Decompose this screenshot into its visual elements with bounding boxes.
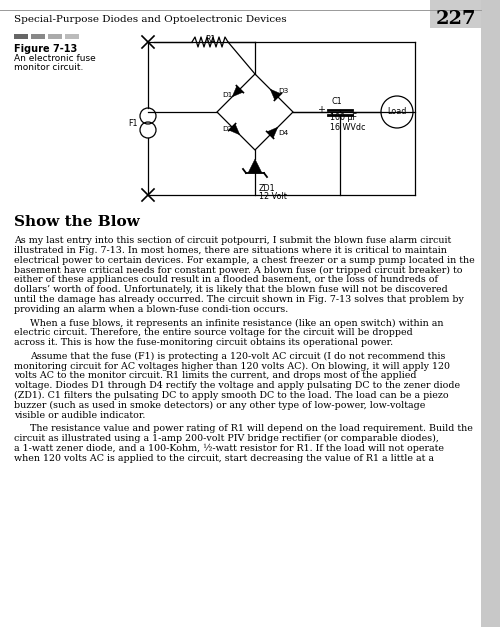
Text: When a fuse blows, it represents an infinite resistance (like an open switch) wi: When a fuse blows, it represents an infi… [30, 319, 444, 327]
Bar [65, 34, 79, 39]
Text: Special-Purpose Diodes and Optoelectronic Devices: Special-Purpose Diodes and Optoelectroni… [14, 14, 286, 23]
Text: C1: C1 [331, 98, 342, 107]
Text: when 120 volts AC is applied to the circuit, start decreasing the value of R1 a : when 120 volts AC is applied to the circ… [14, 454, 434, 463]
Text: basement have critical needs for constant power. A blown fuse (or tripped circui: basement have critical needs for constan… [14, 265, 462, 275]
Polygon shape [248, 159, 262, 173]
Text: D1: D1 [222, 92, 232, 98]
Bar [481, 0, 500, 627]
Text: Show the Blow: Show the Blow [14, 215, 140, 229]
Text: D4: D4 [278, 130, 288, 136]
Text: 16 WVdc: 16 WVdc [330, 122, 366, 132]
Text: R1: R1 [205, 35, 215, 44]
Bar [14, 34, 28, 39]
Text: Load: Load [388, 107, 406, 117]
Text: visible or audible indicator.: visible or audible indicator. [14, 411, 145, 419]
Text: electric circuit. Therefore, the entire source voltage for the circuit will be d: electric circuit. Therefore, the entire … [14, 328, 413, 337]
Polygon shape [267, 127, 278, 138]
Bar [430, 0, 481, 28]
Text: F1: F1 [128, 119, 138, 127]
Text: As my last entry into this section of circuit potpourri, I submit the blown fuse: As my last entry into this section of ci… [14, 236, 451, 245]
Bar [48, 34, 62, 39]
Text: illustrated in Fig. 7-13. In most homes, there are situations where it is critic: illustrated in Fig. 7-13. In most homes,… [14, 246, 447, 255]
Text: across it. This is how the fuse-monitoring circuit obtains its operational power: across it. This is how the fuse-monitori… [14, 338, 393, 347]
Text: monitoring circuit for AC voltages higher than 120 volts AC). On blowing, it wil: monitoring circuit for AC voltages highe… [14, 362, 450, 371]
Text: volts AC to the monitor circuit. R1 limits the current, and drops most of the ap: volts AC to the monitor circuit. R1 limi… [14, 371, 416, 381]
Text: D3: D3 [278, 88, 288, 94]
Text: 227: 227 [436, 10, 476, 28]
Text: An electronic fuse: An electronic fuse [14, 54, 96, 63]
Text: Assume that the fuse (F1) is protecting a 120-volt AC circuit (I do not recommen: Assume that the fuse (F1) is protecting … [30, 352, 446, 361]
Text: dollars’ worth of food. Unfortunately, it is likely that the blown fuse will not: dollars’ worth of food. Unfortunately, i… [14, 285, 448, 294]
Text: buzzer (such as used in smoke detectors) or any other type of low-power, low-vol: buzzer (such as used in smoke detectors)… [14, 401, 426, 410]
Text: +: + [318, 105, 326, 115]
Text: (ZD1). C1 filters the pulsating DC to apply smooth DC to the load. The load can : (ZD1). C1 filters the pulsating DC to ap… [14, 391, 448, 400]
Text: ZD1: ZD1 [259, 184, 276, 193]
Polygon shape [270, 89, 281, 100]
Text: 100 μF: 100 μF [330, 113, 357, 122]
Text: voltage. Diodes D1 through D4 rectify the voltage and apply pulsating DC to the : voltage. Diodes D1 through D4 rectify th… [14, 381, 460, 390]
Text: monitor circuit.: monitor circuit. [14, 63, 84, 72]
Text: a 1-watt zener diode, and a 100-Kohm, ½-watt resistor for R1. If the load will n: a 1-watt zener diode, and a 100-Kohm, ½-… [14, 444, 444, 453]
Text: electrical power to certain devices. For example, a chest freezer or a sump pump: electrical power to certain devices. For… [14, 256, 475, 265]
Polygon shape [232, 86, 243, 97]
Text: circuit as illustrated using a 1-amp 200-volt PIV bridge rectifier (or comparabl: circuit as illustrated using a 1-amp 200… [14, 435, 439, 443]
Text: Figure 7-13: Figure 7-13 [14, 44, 77, 54]
Text: D2: D2 [222, 126, 232, 132]
Polygon shape [229, 124, 240, 135]
Text: either of these appliances could result in a flooded basement, or the loss of hu: either of these appliances could result … [14, 275, 438, 284]
Bar [31, 34, 45, 39]
Text: providing an alarm when a blown-fuse condi-tion occurs.: providing an alarm when a blown-fuse con… [14, 305, 288, 314]
Text: until the damage has already occurred. The circuit shown in Fig. 7-13 solves tha: until the damage has already occurred. T… [14, 295, 464, 304]
Text: The resistance value and power rating of R1 will depend on the load requirement.: The resistance value and power rating of… [30, 424, 473, 433]
Text: 12 Volt: 12 Volt [259, 192, 287, 201]
